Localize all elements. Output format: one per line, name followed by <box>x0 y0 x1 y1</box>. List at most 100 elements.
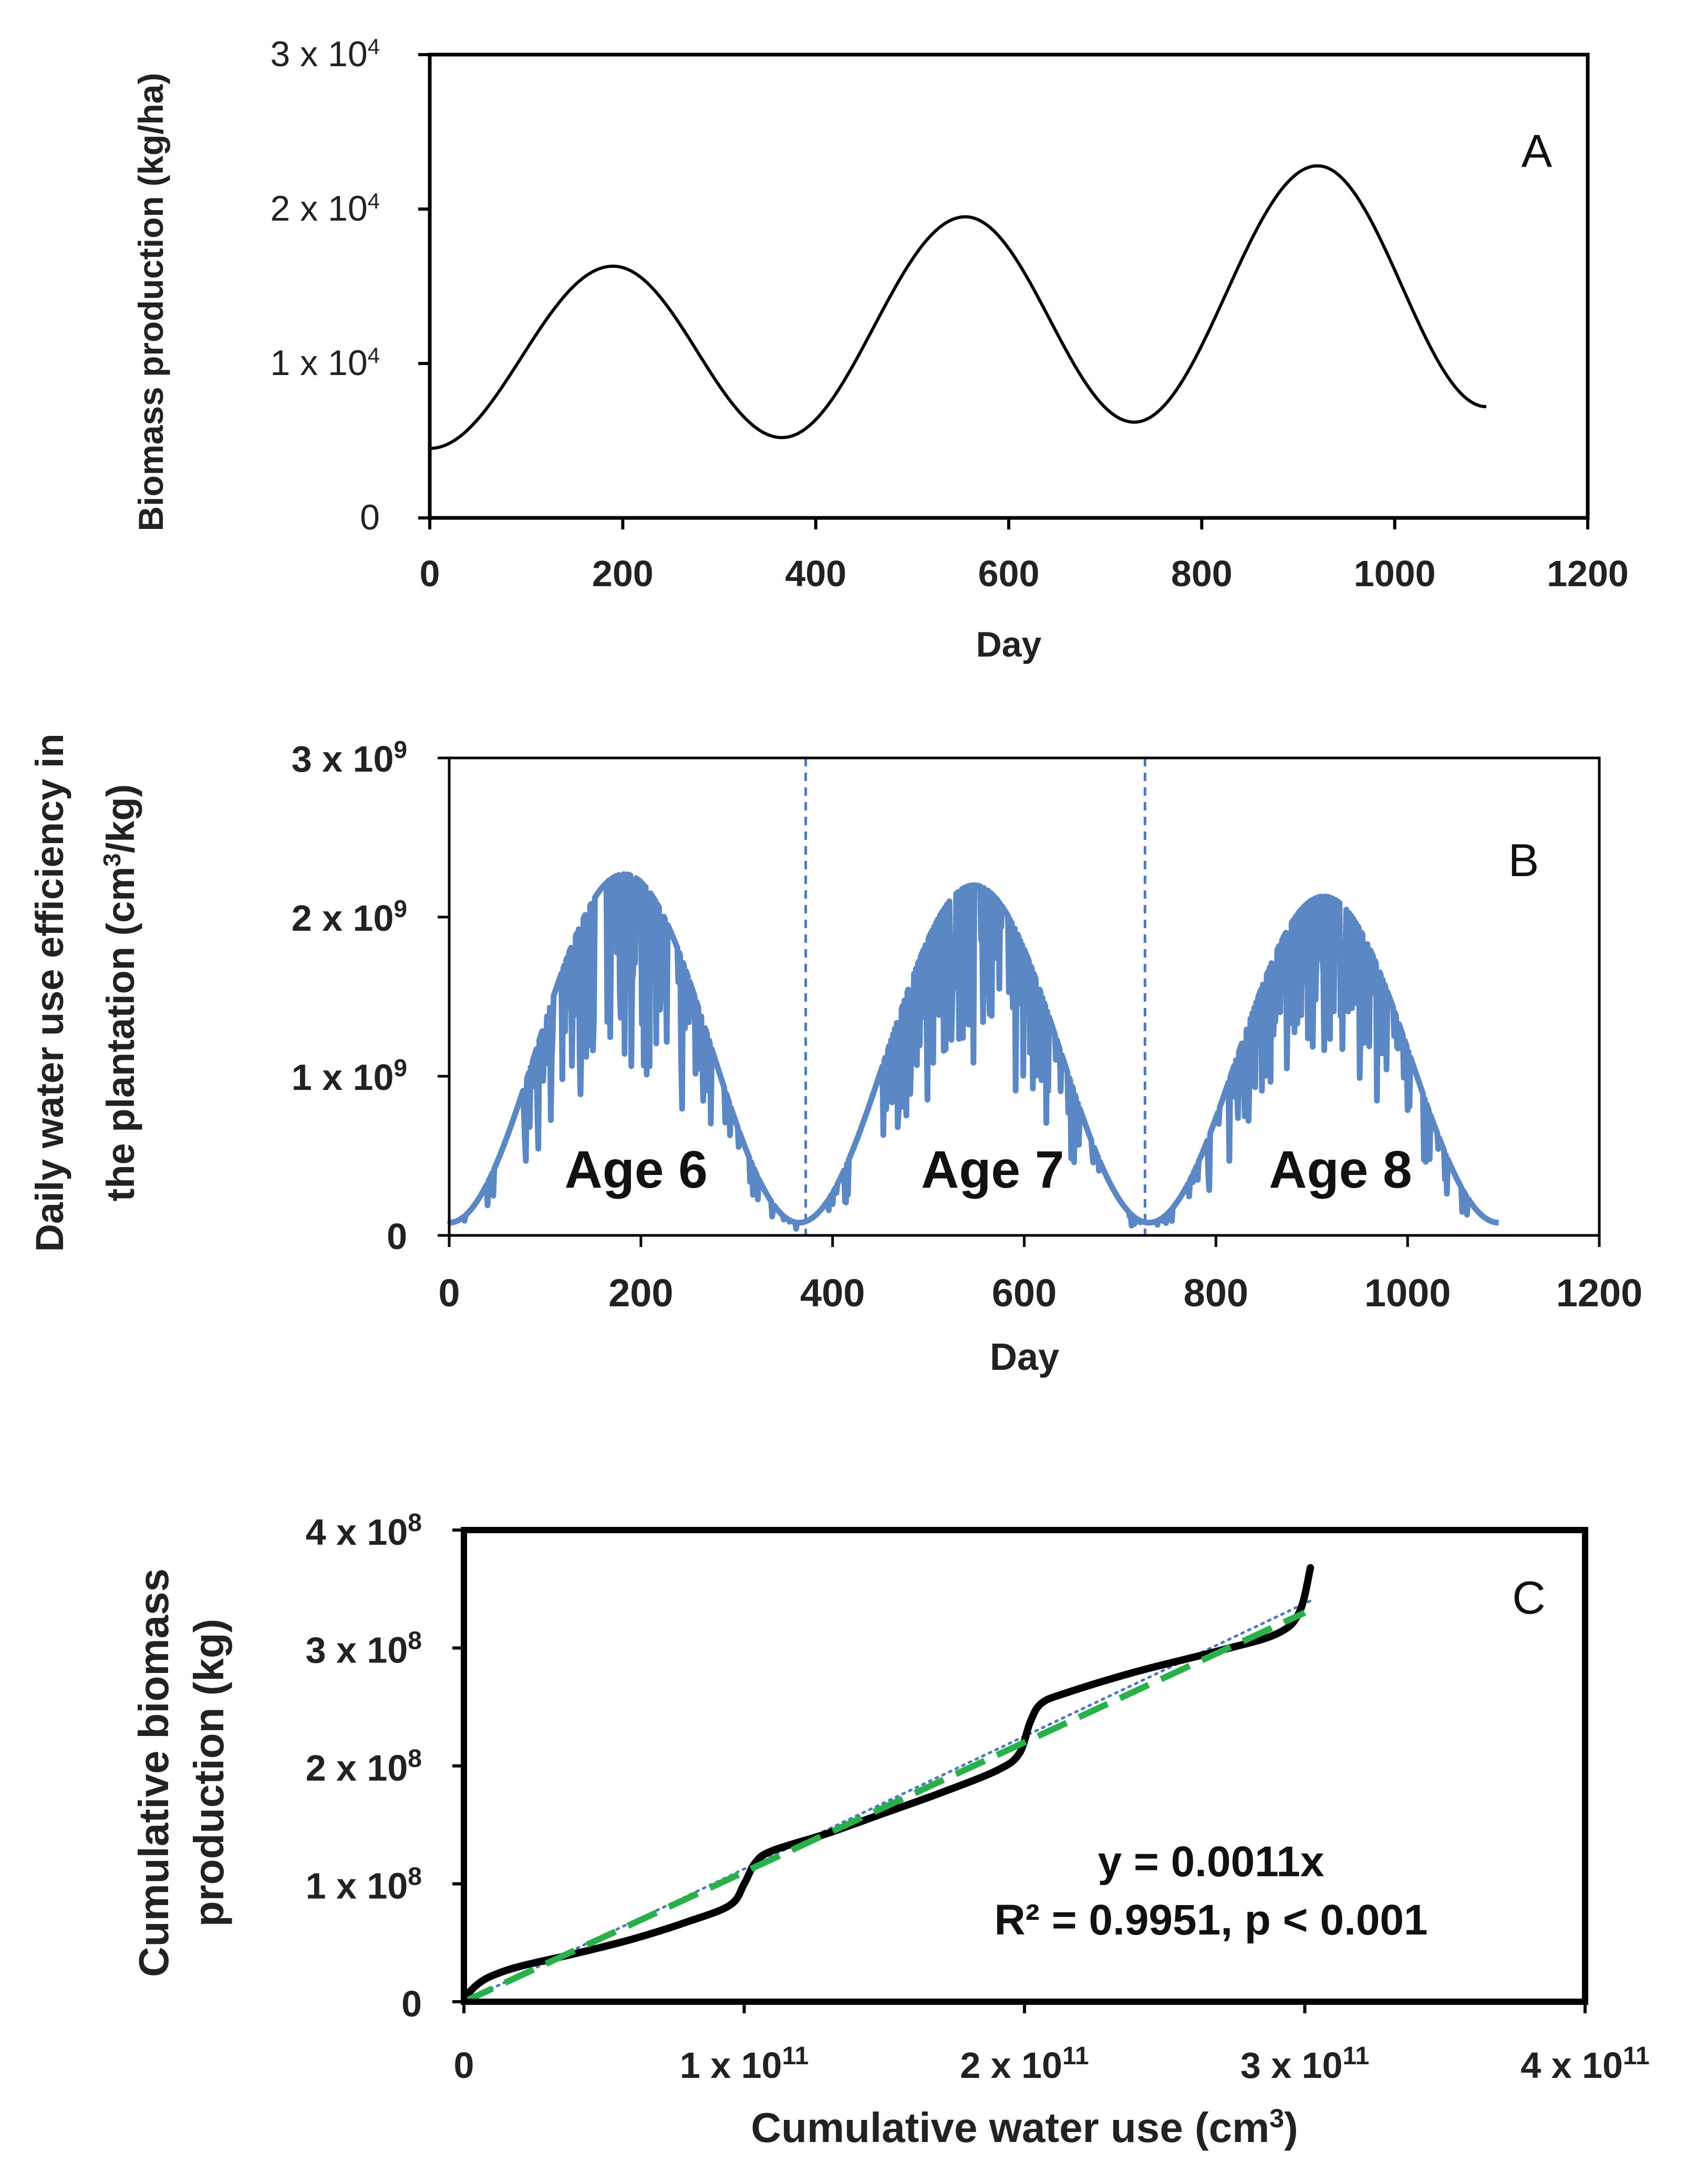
panel-c-plot-frame <box>461 1527 1588 2005</box>
panel-c-x-tick-label-exp: 11 <box>1342 2042 1369 2070</box>
panel-c-y-tick-label: 0 <box>401 1983 422 2024</box>
panel-b-age-label: Age 6 <box>565 1140 708 1199</box>
panel-c-x-tick-label-mantissa: 0 <box>454 2045 474 2086</box>
panel-b-ticks <box>438 756 1601 1247</box>
panel-c-y-tick-label-exp: 8 <box>408 1745 422 1773</box>
panel-c-y-tick-label-mantissa: 4 x 10 <box>306 1512 408 1553</box>
panel-b-x-tick-label: 0 <box>438 1271 460 1315</box>
panel-c-x-label-text: Cumulative water use (cm <box>751 2104 1269 2151</box>
panel-c-x-tick-label: 0 <box>454 2045 474 2086</box>
panel-b-y-tick-label-mantissa: 3 x 10 <box>292 739 394 779</box>
panel-c-y-tick-label-mantissa: 2 x 10 <box>306 1748 408 1788</box>
panel-b-y-tick-label: 3 x 109 <box>292 736 407 779</box>
panel-c-equation: y = 0.0011x <box>1098 1838 1325 1886</box>
panel-b-y-tick-label-mantissa: 2 x 10 <box>292 898 394 939</box>
panel-a-x-tick-label: 400 <box>785 553 846 594</box>
panel-a-y-tick-label-exp: 4 <box>368 189 380 213</box>
panel-a-y-tick-label-mantissa: 2 x 10 <box>270 189 367 228</box>
panel-b-x-tick-label: 1000 <box>1364 1271 1451 1315</box>
panel-c-x-tick-label: 3 x 1011 <box>1240 2042 1369 2086</box>
panel-c-x-tick-label-mantissa: 3 x 10 <box>1240 2045 1343 2086</box>
panel-b-wue-line <box>447 871 1501 1232</box>
panel-c-y-tick-label-mantissa: 1 x 10 <box>306 1866 408 1907</box>
panel-b-y-tick-label-mantissa: 0 <box>387 1216 407 1257</box>
panel-a-x-tick-label: 0 <box>420 553 440 594</box>
panel-b-x-axis-label: Day <box>990 1336 1059 1378</box>
panel-a-y-tick-label: 3 x 104 <box>270 34 380 75</box>
panel-c-y-tick-label: 4 x 108 <box>306 1509 422 1553</box>
panel-c-stats: R² = 0.9951, p < 0.001 <box>994 1896 1427 1944</box>
panel-a-y-tick-label-mantissa: 1 x 10 <box>270 343 367 383</box>
panel-c-x-tick-label-mantissa: 1 x 10 <box>680 2045 782 2086</box>
panel-a-x-tick-label: 200 <box>592 553 654 594</box>
panel-a-x-tick-labels: 0 200 400 600 800 1000 1200 <box>420 553 1629 594</box>
panel-b-y-tick-label-exp: 9 <box>394 1054 407 1081</box>
panel-a-x-tick-label: 600 <box>978 553 1040 594</box>
panel-c-y-tick-label-exp: 8 <box>408 1509 422 1537</box>
panel-b-x-tick-label: 1200 <box>1556 1271 1643 1315</box>
panel-a-x-tick-label: 1000 <box>1354 553 1436 594</box>
panel-c-y-tick-label: 2 x 108 <box>306 1745 422 1789</box>
panel-b-y-tick-label-exp: 9 <box>394 736 407 763</box>
panel-c-x-tick-label-exp: 11 <box>1062 2042 1089 2070</box>
panel-b-age-labels: Age 6 Age 7 Age 8 <box>565 1140 1412 1199</box>
panel-b-y-tick-label-mantissa: 1 x 10 <box>292 1057 394 1098</box>
panel-c-y-axis-label-line2: production (kg) <box>185 1619 232 1927</box>
panel-a-y-tick-label: 1 x 104 <box>270 343 380 383</box>
panel-a-y-tick-label-exp: 4 <box>368 34 380 59</box>
panel-c-x-tick-label: 4 x 1011 <box>1520 2042 1649 2086</box>
panel-b-y-axis-label-line1: Daily water use efficiency in <box>28 733 71 1252</box>
panel-a-y-tick-label-mantissa: 3 x 10 <box>270 34 367 74</box>
panel-b-y-tick-label: 1 x 109 <box>292 1054 407 1098</box>
panel-b-x-tick-label: 800 <box>1184 1271 1248 1315</box>
panel-a-y-axis-label: Biomass production (kg/ha) <box>131 73 170 532</box>
panel-b-letter: B <box>1508 834 1539 886</box>
panel-c-y-tick-label: 1 x 108 <box>306 1863 422 1907</box>
panel-a-x-axis-label: Day <box>976 625 1042 664</box>
panel-b-y-axis-label-line2: the plantation (cm3/kg) <box>98 784 142 1201</box>
panel-c-y-tick-label: 3 x 108 <box>306 1627 422 1671</box>
panel-b-x-tick-label: 200 <box>608 1271 673 1315</box>
panel-a-y-tick-label-mantissa: 0 <box>360 497 380 537</box>
panel-a-x-tick-label: 800 <box>1171 553 1233 594</box>
panel-b-y-label-end: /kg) <box>99 784 142 854</box>
panel-c-x-label-sup: 3 <box>1269 2104 1284 2133</box>
panel-a-biomass-line <box>429 164 1487 450</box>
panel-a-ticks <box>418 53 1589 529</box>
panel-b-y-label-sup: 3 <box>98 853 126 867</box>
panel-c-y-tick-label-exp: 8 <box>408 1863 422 1890</box>
panel-b: B Age 6 Age 7 Age 8 0 200 400 600 800 1000 1200 … <box>28 733 1642 1378</box>
panel-c-letter: C <box>1512 1572 1546 1624</box>
panel-c-x-axis-label: Cumulative water use (cm3) <box>751 2104 1298 2151</box>
panel-c-y-axis-label-line1: Cumulative biomass <box>130 1568 177 1977</box>
panel-b-year-dividers <box>804 758 1146 1235</box>
panel-c-y-tick-label-mantissa: 3 x 10 <box>306 1630 408 1671</box>
panel-a-y-tick-label-exp: 4 <box>368 343 380 368</box>
panel-b-y-tick-label-exp: 9 <box>394 895 407 922</box>
panel-a-plot-frame <box>428 53 1590 520</box>
panel-c-x-tick-label-mantissa: 4 x 10 <box>1520 2045 1623 2086</box>
panel-c-x-label-end: ) <box>1284 2104 1298 2151</box>
panel-c: C y = 0.0011x R² = 0.9951, p < 0.001 0 1 … <box>130 1509 1650 2151</box>
panel-c-y-tick-label-exp: 8 <box>408 1627 422 1655</box>
panel-c-x-tick-label-exp: 11 <box>782 2042 809 2070</box>
panel-a-y-tick-label: 0 <box>360 497 380 537</box>
panel-b-plot-frame <box>448 756 1601 1237</box>
panel-c-x-tick-label-exp: 11 <box>1623 2042 1650 2070</box>
panel-a-letter: A <box>1522 125 1553 177</box>
panel-c-fit-line <box>462 1609 1307 2005</box>
panel-b-age-label: Age 7 <box>921 1140 1064 1199</box>
panel-b-y-tick-label: 2 x 109 <box>292 895 407 939</box>
panel-b-x-tick-label: 600 <box>992 1271 1057 1315</box>
panel-b-y-label-text: the plantation (cm <box>99 867 142 1201</box>
panel-a-y-tick-label: 2 x 104 <box>270 189 380 229</box>
panel-c-x-tick-label-mantissa: 2 x 10 <box>960 2045 1062 2086</box>
panel-c-y-tick-label-mantissa: 0 <box>401 1983 422 2024</box>
panel-b-age-label: Age 8 <box>1269 1140 1412 1199</box>
